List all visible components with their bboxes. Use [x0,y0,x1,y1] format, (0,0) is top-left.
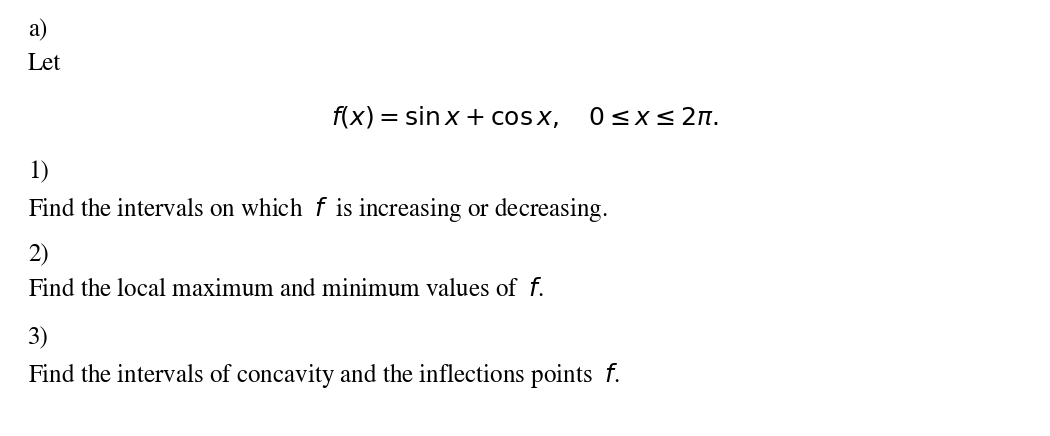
Text: Find the intervals of concavity and the inflections points  $f$.: Find the intervals of concavity and the … [28,361,620,390]
Text: $f(x) = \sin x + \cos x, \quad 0 \leq x \leq 2\pi.$: $f(x) = \sin x + \cos x, \quad 0 \leq x … [331,105,719,131]
Text: Let: Let [28,52,61,76]
Text: Find the local maximum and minimum values of  $f$.: Find the local maximum and minimum value… [28,278,544,302]
Text: 2): 2) [28,243,48,267]
Text: 1): 1) [28,160,49,184]
Text: a): a) [28,18,47,42]
Text: 3): 3) [28,326,49,350]
Text: Find the intervals on which  $f$  is increasing or decreasing.: Find the intervals on which $f$ is incre… [28,195,608,224]
